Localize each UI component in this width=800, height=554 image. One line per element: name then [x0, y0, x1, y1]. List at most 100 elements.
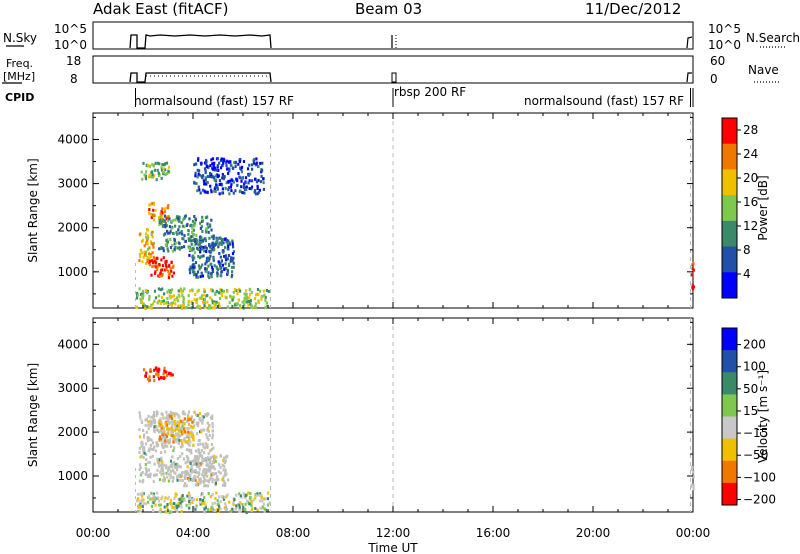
data-cell — [224, 482, 227, 485]
data-cell — [170, 429, 174, 433]
data-cell — [208, 467, 211, 470]
data-cell — [150, 273, 153, 277]
data-cell — [167, 169, 170, 173]
data-cell — [169, 475, 172, 479]
data-cell — [199, 481, 202, 485]
data-cell — [242, 506, 245, 509]
data-cell — [214, 481, 217, 485]
data-cell — [198, 500, 202, 504]
data-cell — [158, 478, 162, 482]
colorbar-title: Velocity [m s⁻¹] — [756, 370, 770, 463]
nsky-trace-end — [686, 36, 693, 49]
data-cell — [188, 300, 191, 303]
data-cell — [199, 498, 202, 501]
data-cell — [211, 507, 214, 511]
data-cell — [212, 446, 215, 450]
data-cell — [172, 294, 175, 298]
data-cell — [149, 368, 152, 372]
data-cell — [199, 502, 202, 506]
data-cell — [160, 220, 163, 224]
data-cell — [164, 168, 167, 172]
data-cell — [244, 176, 248, 180]
data-cell — [203, 237, 206, 241]
data-cell — [172, 468, 175, 472]
data-cell — [166, 296, 169, 300]
y-tick-label: 4000 — [57, 337, 88, 351]
data-cell — [193, 474, 196, 478]
data-cell — [213, 178, 216, 182]
data-cell — [248, 300, 251, 303]
data-cell — [203, 484, 206, 488]
data-cell — [139, 414, 142, 418]
data-cell — [210, 298, 213, 302]
data-cell — [146, 247, 150, 251]
colorbar-tick-label: 16 — [743, 195, 758, 209]
data-cell — [250, 290, 253, 294]
data-cell — [142, 455, 145, 459]
data-cell — [169, 427, 172, 431]
data-cell — [149, 240, 153, 244]
data-cell — [197, 264, 201, 268]
data-cell — [207, 271, 210, 275]
data-cell — [190, 448, 193, 452]
data-cell — [172, 449, 175, 453]
data-cell — [141, 480, 144, 484]
data-cell — [217, 502, 221, 506]
data-cell — [203, 507, 206, 511]
data-cell — [228, 500, 231, 504]
data-cell — [171, 505, 174, 509]
colorbar-tick-label: 4 — [743, 267, 751, 281]
data-cell — [210, 173, 213, 177]
data-cell — [201, 239, 204, 243]
data-cell — [222, 241, 225, 245]
data-cell — [207, 306, 210, 310]
data-cell — [142, 446, 145, 449]
data-cell — [138, 479, 142, 483]
data-cell — [238, 509, 241, 513]
data-cell — [184, 239, 187, 243]
data-cell — [153, 168, 156, 172]
data-cell — [250, 185, 254, 189]
data-cell — [166, 426, 169, 430]
data-cell — [231, 166, 234, 170]
data-cell — [136, 504, 140, 508]
data-cell — [166, 504, 169, 508]
data-cell — [174, 472, 177, 475]
data-cell — [152, 494, 155, 498]
data-cell — [249, 492, 252, 496]
data-cell — [178, 415, 181, 419]
data-cell — [136, 497, 140, 501]
data-cell — [167, 288, 170, 292]
data-cell — [179, 445, 183, 449]
data-cell — [258, 289, 262, 293]
data-cell — [187, 418, 190, 422]
data-cell — [210, 190, 213, 194]
data-cell — [173, 434, 176, 438]
data-cell — [208, 257, 211, 261]
data-cell — [161, 430, 164, 434]
data-cell — [203, 458, 206, 461]
data-cell — [195, 299, 198, 302]
data-cell — [139, 297, 142, 301]
data-cell — [227, 188, 230, 192]
data-cell — [172, 476, 175, 480]
data-cell — [224, 262, 227, 266]
data-cell — [144, 288, 148, 292]
data-cell — [159, 429, 162, 433]
data-cell — [232, 295, 235, 299]
data-cell — [183, 457, 186, 461]
data-cell — [209, 164, 212, 168]
x-tick-labels: 00:00 04:00 08:00 12:00 16:00 20:00 00:00 — [76, 526, 711, 540]
data-cell — [193, 418, 196, 422]
nsky-trace — [129, 34, 272, 49]
data-cell — [190, 434, 193, 438]
freq-tick-bottom: 8 — [70, 72, 78, 86]
data-cell — [192, 233, 195, 237]
data-cell — [204, 176, 207, 180]
data-cell — [219, 159, 223, 162]
data-cell — [139, 455, 142, 459]
data-cell — [229, 259, 232, 263]
data-cell — [203, 304, 206, 307]
data-cell — [213, 472, 216, 476]
